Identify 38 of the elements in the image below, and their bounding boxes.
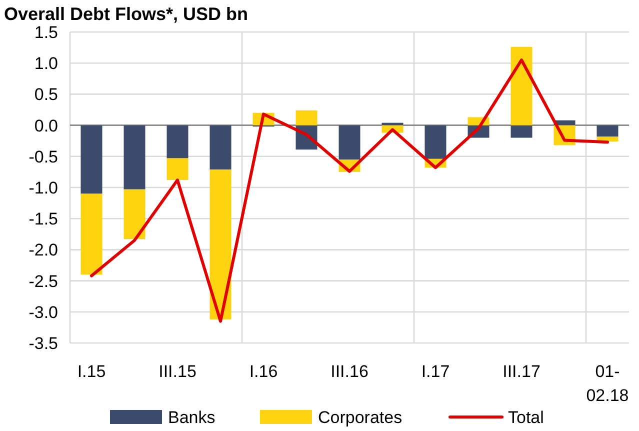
y-tick-label: -3.0: [28, 302, 58, 322]
y-tick-label: -2.0: [28, 240, 58, 260]
y-tick-label: -2.5: [28, 272, 58, 291]
y-tick-label: 1.5: [34, 23, 58, 42]
bar: [338, 125, 360, 160]
x-tick-label: III.15: [158, 362, 196, 381]
x-tick-label: I.16: [249, 362, 278, 381]
bar: [166, 158, 188, 180]
x-tick-label: III.16: [330, 362, 368, 381]
x-tick-label: I.15: [77, 362, 106, 381]
chart-title: Overall Debt Flows*, USD bn: [4, 4, 248, 24]
y-tick-label: -1.5: [28, 210, 58, 229]
legend-label: Corporates: [318, 408, 402, 427]
bar: [80, 194, 102, 275]
line-series: [90, 58, 609, 323]
bar: [124, 125, 146, 190]
y-tick-label: 0.0: [34, 116, 58, 136]
bar: [596, 125, 618, 136]
y-tick-label: 1.0: [34, 54, 58, 74]
bar: [510, 46, 532, 126]
y-tick-label: 0.5: [34, 85, 58, 104]
bar: [210, 169, 232, 320]
y-tick-label: -3.5: [28, 334, 58, 353]
bar: [382, 122, 404, 126]
bar: [424, 125, 446, 159]
y-tick-label: -0.5: [28, 147, 58, 166]
bar: [210, 125, 232, 170]
x-tick-label: III.17: [502, 362, 540, 381]
bar: [124, 189, 146, 240]
legend-label: Total: [508, 408, 544, 427]
legend-label: Banks: [168, 408, 216, 427]
bar: [296, 110, 318, 126]
x-tick-label: 01-02.18: [586, 362, 629, 405]
bar: [166, 125, 188, 158]
bar: [510, 125, 532, 138]
y-tick-label: -1.0: [28, 178, 58, 198]
x-tick-label: I.17: [421, 362, 450, 381]
bar: [80, 125, 102, 194]
